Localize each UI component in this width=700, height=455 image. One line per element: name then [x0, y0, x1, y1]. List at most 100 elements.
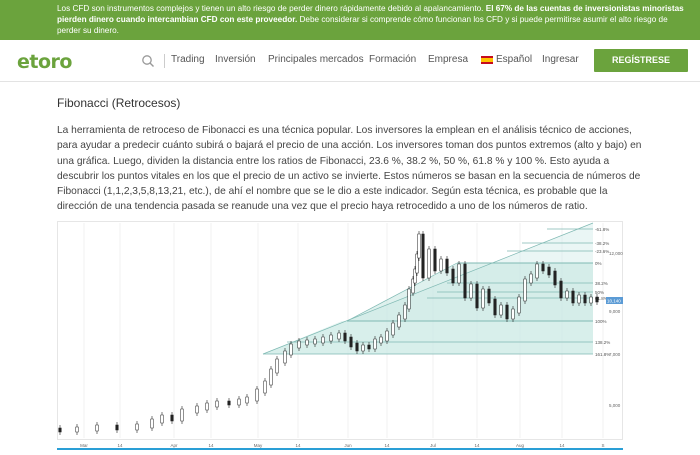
candle-body: [75, 426, 79, 433]
top-navbar: etoro Trading Inversión Principales merc…: [0, 40, 700, 82]
candle-body: [439, 258, 443, 272]
candle-body: [411, 278, 415, 294]
candle-body: [457, 263, 461, 284]
candle-body: [583, 294, 587, 304]
candle-body: [505, 304, 509, 320]
fib-label: 161.8%: [595, 352, 610, 357]
fib-label: -61.8%: [595, 227, 609, 232]
search-icon[interactable]: [141, 54, 155, 68]
candle-body: [595, 296, 599, 303]
x-tick-label: Jul: [430, 443, 436, 448]
candle-body: [415, 253, 419, 274]
x-tick-label: Jun: [344, 443, 352, 448]
candle-body: [205, 402, 209, 411]
risk-text-bold: El 67% de las cuentas de inversionistas …: [57, 4, 684, 24]
risk-warning-banner: Los CFD son instrumentos complejos y tie…: [0, 0, 700, 40]
y-tick-label: 7,000: [609, 352, 621, 357]
candle-body: [343, 332, 347, 342]
x-tick-label: 14: [295, 443, 301, 448]
candle-body: [577, 294, 581, 304]
candle-body: [160, 414, 164, 424]
candle-body: [427, 248, 431, 279]
fib-trend-line: [346, 262, 458, 322]
fibonacci-chart: -61.8% -38.2% -23.6% 0% 38.2% 50% 61.8% 100% 138…: [57, 221, 623, 450]
candle-body: [397, 314, 401, 328]
x-tick-label: 14: [208, 443, 214, 448]
candle-body: [487, 288, 491, 304]
fib-trend-line: [262, 222, 594, 355]
nav-item-formacion[interactable]: Formación: [369, 54, 417, 65]
candle-body: [289, 343, 293, 356]
candle-body: [541, 263, 545, 272]
candle-body: [421, 233, 425, 279]
page-title: Fibonacci (Retrocesos): [57, 96, 181, 110]
candle-body: [553, 270, 557, 286]
candle-body: [367, 344, 371, 350]
candle-body: [297, 340, 301, 349]
x-tick-label: 14: [559, 443, 565, 448]
fib-label: 61.8%: [595, 296, 608, 301]
candle-body: [337, 332, 341, 340]
risk-text: Los CFD son instrumentos complejos y tie…: [57, 4, 486, 13]
language-selector[interactable]: Español: [496, 54, 533, 65]
candle-body: [523, 278, 527, 302]
candle-body: [511, 308, 515, 320]
etoro-logo[interactable]: etoro: [17, 51, 72, 73]
nav-item-trading[interactable]: Trading: [171, 54, 205, 65]
candle-body: [349, 336, 353, 348]
nav-item-inversion[interactable]: Inversión: [215, 54, 256, 65]
article-body: La herramienta de retroceso de Fibonacci…: [57, 125, 642, 213]
candle-body: [407, 288, 411, 310]
fib-lower-band: [263, 321, 593, 354]
candle-body: [305, 339, 309, 346]
chart-canvas: -61.8% -38.2% -23.6% 0% 38.2% 50%61.8% 100% 138…: [57, 221, 623, 448]
candle-body: [255, 388, 259, 402]
candle-body: [115, 424, 119, 431]
x-tick-label: 14: [384, 443, 390, 448]
candle-body: [451, 268, 455, 284]
candle-body: [313, 338, 317, 345]
register-button[interactable]: REGÍSTRESE: [594, 49, 688, 72]
candle-body: [379, 336, 383, 344]
fib-label: 100%: [595, 319, 607, 324]
candle-body: [403, 304, 407, 320]
candle-body: [529, 273, 533, 284]
candle-body: [361, 344, 365, 352]
login-link[interactable]: Ingresar: [542, 54, 579, 65]
fib-label: -38.2%: [595, 241, 609, 246]
price-tag-label: 10,140: [607, 299, 621, 304]
candle-body: [269, 368, 273, 386]
spain-flag-icon[interactable]: [481, 56, 493, 64]
nav-item-principales-mercados[interactable]: Principales mercados: [268, 54, 364, 65]
chart-scroll-bar[interactable]: [57, 448, 623, 450]
candle-body: [417, 233, 421, 259]
candle-body: [547, 266, 551, 276]
candle-body: [493, 298, 497, 316]
x-tick-label: Apr: [170, 443, 178, 448]
candle-body: [445, 258, 449, 274]
candle-body: [391, 322, 395, 336]
candle-body: [565, 290, 569, 299]
candle-body: [321, 336, 325, 344]
x-tick-label: 14: [474, 443, 480, 448]
candle-body: [237, 398, 241, 406]
fib-label: 38.2%: [595, 281, 608, 286]
y-tick-label: 5,000: [609, 403, 621, 408]
candle-body: [195, 405, 199, 414]
candle-body: [589, 296, 593, 304]
candle-body: [463, 263, 467, 299]
candle-body: [373, 338, 377, 350]
candle-body: [150, 418, 154, 429]
candle-body: [385, 330, 389, 342]
y-tick-label: 9,000: [609, 309, 621, 314]
candle-body: [135, 423, 139, 431]
x-tick-label: Aug: [516, 443, 525, 448]
candle-body: [58, 427, 62, 433]
nav-item-empresa[interactable]: Empresa: [428, 54, 469, 65]
candle-body: [215, 400, 219, 408]
price-tag: [606, 297, 623, 304]
candle-body: [355, 342, 359, 352]
x-tick-label: 14: [117, 443, 123, 448]
candle-body: [433, 248, 437, 272]
candle-body: [329, 334, 333, 342]
